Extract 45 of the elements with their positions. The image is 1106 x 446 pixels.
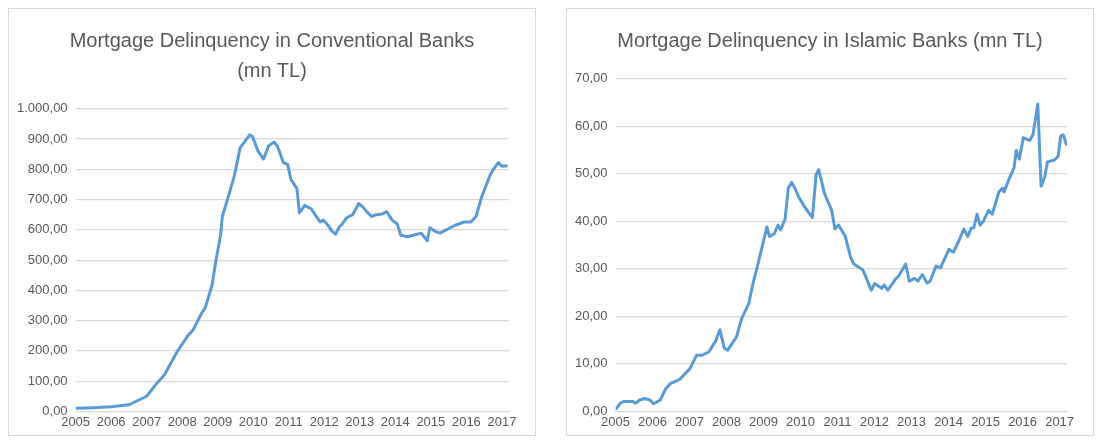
x-tick-label: 2009 bbox=[749, 413, 779, 429]
x-tick-label: 2013 bbox=[897, 413, 927, 429]
chart-title: Mortgage Delinquency in Conventional Banks (mn TL) bbox=[68, 28, 476, 83]
x-tick-label: 2016 bbox=[1008, 413, 1038, 429]
y-tick-label: 500,00 bbox=[27, 251, 68, 267]
y-tick-label: 40,00 bbox=[574, 212, 608, 228]
y-tick-label: 400,00 bbox=[27, 281, 68, 297]
x-tick-label: 2010 bbox=[786, 413, 816, 429]
x-tick-label: 2008 bbox=[712, 413, 742, 429]
y-tick-label: 200,00 bbox=[27, 342, 68, 358]
y-tick-label: 300,00 bbox=[27, 312, 68, 328]
y-tick-label: 600,00 bbox=[27, 221, 68, 237]
x-tick-label: 2017 bbox=[1045, 413, 1075, 429]
x-tick-label: 2016 bbox=[451, 413, 481, 429]
chart-title: Mortgage Delinquency in Islamic Banks (mn TL) bbox=[616, 28, 1044, 53]
y-tick-label: 50,00 bbox=[574, 165, 608, 181]
x-tick-label: 2013 bbox=[345, 413, 375, 429]
x-tick-label: 2011 bbox=[823, 413, 852, 429]
x-tick-label: 2008 bbox=[167, 413, 197, 429]
x-tick-label: 2011 bbox=[274, 413, 303, 429]
x-tick-label: 2012 bbox=[309, 413, 339, 429]
y-tick-label: 60,00 bbox=[574, 117, 608, 133]
x-tick-label: 2010 bbox=[238, 413, 268, 429]
y-tick-label: 30,00 bbox=[574, 260, 608, 276]
x-tick-label: 2006 bbox=[96, 413, 126, 429]
x-tick-label: 2009 bbox=[203, 413, 233, 429]
y-tick-label: 100,00 bbox=[27, 372, 68, 388]
y-tick-label: 0,00 bbox=[582, 402, 608, 418]
x-tick-label: 2007 bbox=[132, 413, 162, 429]
x-tick-label: 2014 bbox=[380, 413, 410, 429]
x-tick-label: 2017 bbox=[487, 413, 517, 429]
y-tick-label: 1.000,00 bbox=[16, 100, 68, 116]
x-tick-label: 2015 bbox=[971, 413, 1001, 429]
y-tick-label: 70,00 bbox=[574, 70, 608, 86]
x-tick-label: 2015 bbox=[416, 413, 446, 429]
y-tick-label: 900,00 bbox=[27, 130, 68, 146]
x-tick-label: 2007 bbox=[675, 413, 704, 429]
x-tick-label: 2006 bbox=[638, 413, 667, 429]
y-tick-label: 800,00 bbox=[27, 160, 68, 176]
y-tick-label: 10,00 bbox=[574, 355, 608, 371]
x-tick-label: 2012 bbox=[860, 413, 890, 429]
y-tick-label: 20,00 bbox=[574, 307, 608, 323]
x-tick-label: 2014 bbox=[934, 413, 964, 429]
y-tick-label: 0,00 bbox=[42, 402, 68, 418]
y-tick-label: 700,00 bbox=[27, 191, 68, 207]
